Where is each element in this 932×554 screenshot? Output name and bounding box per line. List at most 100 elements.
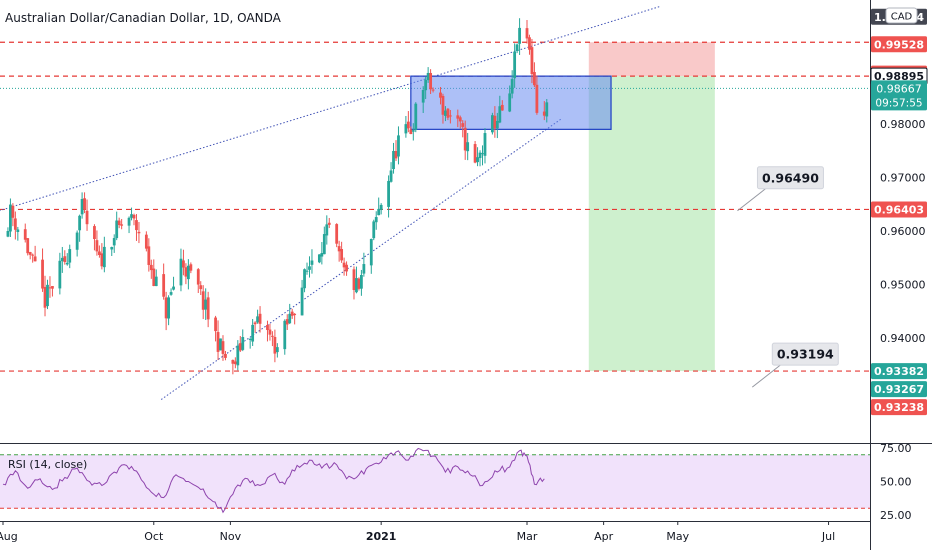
candle-body[interactable] xyxy=(204,299,208,310)
candle-body[interactable] xyxy=(206,297,210,320)
candle-body[interactable] xyxy=(172,286,175,290)
price-tag[interactable] xyxy=(871,36,927,53)
candle-body[interactable] xyxy=(85,210,89,225)
candle-body[interactable] xyxy=(236,345,240,366)
candle-body[interactable] xyxy=(179,258,183,286)
candle-body[interactable] xyxy=(359,274,363,289)
candle-body[interactable] xyxy=(352,269,356,290)
candle-body[interactable] xyxy=(429,72,433,90)
candle-body[interactable] xyxy=(357,278,361,289)
candle-body[interactable] xyxy=(132,214,136,219)
candle-body[interactable] xyxy=(379,204,383,210)
candle-body[interactable] xyxy=(33,256,37,262)
candle-body[interactable] xyxy=(456,115,460,119)
candle-body[interactable] xyxy=(28,252,32,255)
candle-body[interactable] xyxy=(162,274,166,297)
candle-body[interactable] xyxy=(414,103,418,130)
candle-body[interactable] xyxy=(377,208,381,216)
candle-body[interactable] xyxy=(219,338,222,351)
channel-trendline[interactable] xyxy=(0,5,661,215)
candle-body[interactable] xyxy=(248,338,252,340)
candle-body[interactable] xyxy=(46,284,49,307)
candle-body[interactable] xyxy=(144,234,148,249)
candle-body[interactable] xyxy=(444,110,447,116)
candle-body[interactable] xyxy=(337,246,341,252)
candle-body[interactable] xyxy=(530,47,534,75)
candle-body[interactable] xyxy=(199,285,203,290)
candle-body[interactable] xyxy=(345,264,348,272)
candle-body[interactable] xyxy=(483,133,487,156)
candle-body[interactable] xyxy=(41,259,44,289)
candle-body[interactable] xyxy=(421,89,425,103)
candle-body[interactable] xyxy=(127,217,131,226)
candle-body[interactable] xyxy=(152,268,156,286)
candle-body[interactable] xyxy=(394,151,398,159)
candle-body[interactable] xyxy=(426,72,430,81)
candle-body[interactable] xyxy=(288,313,292,324)
candle-body[interactable] xyxy=(95,240,99,252)
candle-body[interactable] xyxy=(16,229,20,232)
candle-body[interactable] xyxy=(397,135,400,157)
candle-body[interactable] xyxy=(268,329,272,335)
candle-body[interactable] xyxy=(411,130,415,132)
candle-body[interactable] xyxy=(518,27,521,44)
candle-body[interactable] xyxy=(290,311,294,316)
candle-body[interactable] xyxy=(374,217,378,223)
candle-body[interactable] xyxy=(303,269,306,289)
candle-body[interactable] xyxy=(473,144,477,163)
candle-body[interactable] xyxy=(342,262,346,268)
candle-body[interactable] xyxy=(117,220,121,226)
candle-body[interactable] xyxy=(23,229,27,240)
candle-body[interactable] xyxy=(196,269,200,285)
candle-body[interactable] xyxy=(189,264,193,271)
candle-body[interactable] xyxy=(285,319,289,325)
candle-body[interactable] xyxy=(9,204,12,232)
candle-body[interactable] xyxy=(182,260,185,268)
current-price-tag[interactable] xyxy=(871,80,927,111)
rsi-line[interactable] xyxy=(2,447,545,514)
candle-body[interactable] xyxy=(320,253,324,257)
candle-body[interactable] xyxy=(167,297,171,319)
candle-body[interactable] xyxy=(525,28,529,39)
candle-body[interactable] xyxy=(78,215,82,231)
candle-body[interactable] xyxy=(409,129,413,135)
candle-body[interactable] xyxy=(372,221,376,239)
price-tag[interactable] xyxy=(871,363,927,380)
candle-body[interactable] xyxy=(369,238,373,266)
candle-body[interactable] xyxy=(186,265,190,280)
candle-body[interactable] xyxy=(48,287,52,289)
candle-body[interactable] xyxy=(58,260,62,289)
candle-body[interactable] xyxy=(513,51,517,79)
candle-body[interactable] xyxy=(149,264,153,271)
candle-body[interactable] xyxy=(406,121,410,129)
candle-body[interactable] xyxy=(164,297,168,319)
short-position-stop-zone[interactable] xyxy=(588,42,715,77)
candle-body[interactable] xyxy=(13,218,17,230)
price-pane[interactable] xyxy=(0,0,870,443)
candle-body[interactable] xyxy=(258,313,262,324)
candle-body[interactable] xyxy=(500,104,504,111)
candle-body[interactable] xyxy=(238,343,242,351)
price-callout-box[interactable] xyxy=(756,166,824,190)
candle-body[interactable] xyxy=(481,153,484,155)
candle-body[interactable] xyxy=(493,115,497,129)
candle-body[interactable] xyxy=(112,238,116,246)
candle-body[interactable] xyxy=(253,322,257,325)
candle-body[interactable] xyxy=(11,205,15,218)
candle-body[interactable] xyxy=(355,278,358,293)
candle-body[interactable] xyxy=(68,249,72,263)
candle-body[interactable] xyxy=(335,224,339,244)
candle-body[interactable] xyxy=(102,246,106,268)
candle-body[interactable] xyxy=(515,44,519,52)
price-callout-box[interactable] xyxy=(771,342,839,366)
candle-body[interactable] xyxy=(317,254,321,263)
candle-body[interactable] xyxy=(448,115,452,117)
candle-body[interactable] xyxy=(545,102,549,117)
candle-body[interactable] xyxy=(100,253,104,267)
candle-body[interactable] xyxy=(305,270,309,272)
candle-body[interactable] xyxy=(31,254,35,256)
candle-body[interactable] xyxy=(115,220,119,239)
candle-body[interactable] xyxy=(498,106,502,123)
candle-body[interactable] xyxy=(83,198,86,210)
currency-badge[interactable] xyxy=(885,7,918,24)
